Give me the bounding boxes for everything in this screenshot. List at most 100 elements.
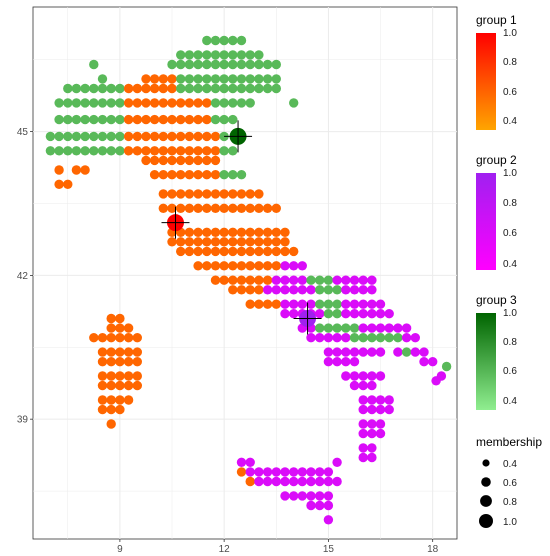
point-group-1 [236,227,247,237]
point-group-1 [106,347,116,357]
point-group-2 [341,309,351,319]
point-group-1 [202,246,212,257]
point-group-1 [210,170,221,180]
point-group-1 [115,347,125,357]
point-group-2 [323,347,334,357]
point-group-2 [428,357,438,367]
point-group-1 [228,285,238,295]
y-tick-label: 39 [17,415,29,426]
point-group-2 [384,404,394,415]
point-group-2 [358,428,368,439]
point-group-3 [228,114,238,125]
point-group-2 [341,357,351,367]
point-group-2 [323,333,334,343]
point-group-2 [367,309,377,319]
point-group-1 [106,333,116,343]
point-group-3 [219,98,229,108]
point-group-1 [176,246,186,257]
point-group-3 [219,83,229,94]
point-group-1 [132,380,142,391]
point-group-1 [115,395,125,405]
point-group-1 [115,357,125,367]
point-group-3 [97,114,108,125]
point-group-1 [149,98,160,108]
point-group-2 [315,309,325,319]
point-group-1 [280,237,290,247]
point-group-1 [202,237,212,247]
y-tick-label: 42 [17,271,29,282]
legend-title-membership: membership [476,435,542,449]
point-group-1 [158,131,168,142]
axis-ticks: 9 12 15 18 39 42 45 [17,127,439,555]
point-group-2 [306,333,316,343]
point-group-3 [254,50,264,60]
point-group-1 [123,131,134,142]
point-group-2 [254,467,264,477]
point-group-3 [323,285,334,295]
point-group-1 [219,189,229,199]
point-group-3 [228,170,238,180]
point-group-1 [210,237,221,247]
point-group-2 [358,419,368,429]
point-group-2 [297,261,307,271]
point-group-1 [184,155,195,166]
point-group-1 [210,155,221,166]
point-group-1 [236,467,247,477]
point-group-2 [332,333,342,343]
point-group-1 [262,299,273,309]
point-group-1 [254,285,264,295]
point-group-2 [393,347,403,357]
point-group-2 [280,299,290,309]
legend-tick: 0.6 [503,87,517,98]
point-group-3 [71,114,82,125]
x-tick-label: 12 [219,544,231,555]
point-group-1 [149,170,160,180]
size-key-0.4 [482,459,490,467]
point-group-1 [71,165,82,175]
point-group-3 [236,98,247,108]
point-group-1 [193,170,203,180]
point-group-3 [254,83,264,94]
point-group-2 [367,323,377,333]
point-group-1 [167,170,177,180]
point-group-3 [115,131,125,142]
point-group-1 [184,114,195,125]
legend-group-2: group 2 1.0 0.8 0.6 0.4 [476,153,517,270]
point-group-1 [228,261,238,271]
point-group-3 [80,131,90,142]
point-group-2 [323,491,334,501]
point-group-1 [254,275,264,285]
point-group-1 [184,237,195,247]
point-group-3 [393,333,403,343]
point-group-2 [306,500,316,511]
legend-tick: 0.4 [503,259,517,270]
point-group-1 [132,333,142,343]
point-group-1 [176,98,186,108]
point-group-1 [193,131,203,142]
point-group-1 [245,237,255,247]
point-group-2 [349,371,360,381]
point-group-1 [149,155,160,166]
point-group-3 [228,35,238,46]
point-group-3 [245,74,255,84]
point-group-1 [123,347,134,357]
point-group-1 [176,155,186,166]
point-group-1 [158,74,168,84]
point-group-1 [262,275,273,285]
legend-tick: 0.6 [503,366,517,377]
point-group-1 [236,203,247,213]
point-group-3 [45,146,56,156]
point-group-2 [358,285,368,295]
point-group-2 [297,285,307,295]
point-group-1 [254,261,264,271]
point-group-3 [202,74,212,84]
point-group-2 [306,299,316,309]
point-group-1 [97,380,108,391]
point-group-2 [289,261,299,271]
colorbar-group-3 [476,313,496,410]
point-group-3 [54,146,64,156]
point-group-1 [132,83,142,94]
point-group-3 [45,131,56,142]
point-group-1 [254,227,264,237]
point-group-3 [193,83,203,94]
